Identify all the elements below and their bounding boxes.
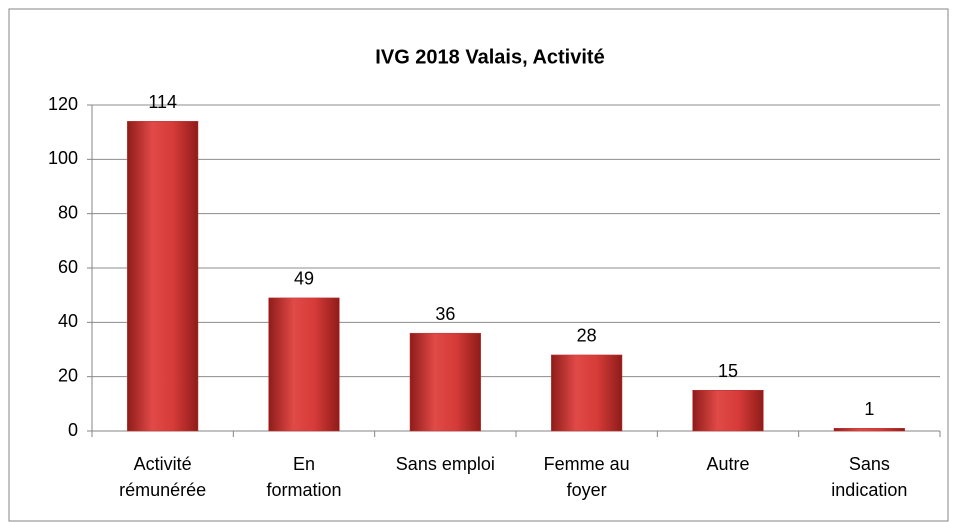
y-tick-label: 20 [58,365,78,385]
chart-title: IVG 2018 Valais, Activité [375,46,604,68]
y-tick-label: 80 [58,202,78,222]
x-tick-label: Sans indication [831,454,907,500]
bar [268,297,340,432]
data-label: 15 [718,361,738,381]
bar [692,390,764,432]
y-tick-label: 60 [58,257,78,277]
y-tick-label: 0 [68,420,78,440]
bar [551,354,623,432]
data-label: 1 [864,399,874,419]
x-tick-label: Activité rémunérée [119,454,206,500]
y-tick-label: 120 [48,94,78,114]
y-tick-label: 40 [58,311,78,331]
data-label: 36 [435,304,455,324]
x-tick-label: Autre [706,454,749,474]
y-tick-label: 100 [48,148,78,168]
data-label: 49 [294,269,314,289]
x-tick-label: Sans emploi [396,454,495,474]
data-label: 114 [148,92,177,112]
bar [833,428,905,432]
data-label: 28 [577,326,597,346]
bar [409,332,481,432]
bar [127,121,199,432]
x-tick-label: En formation [266,454,341,500]
x-tick-label: Femme au foyer [544,454,630,500]
